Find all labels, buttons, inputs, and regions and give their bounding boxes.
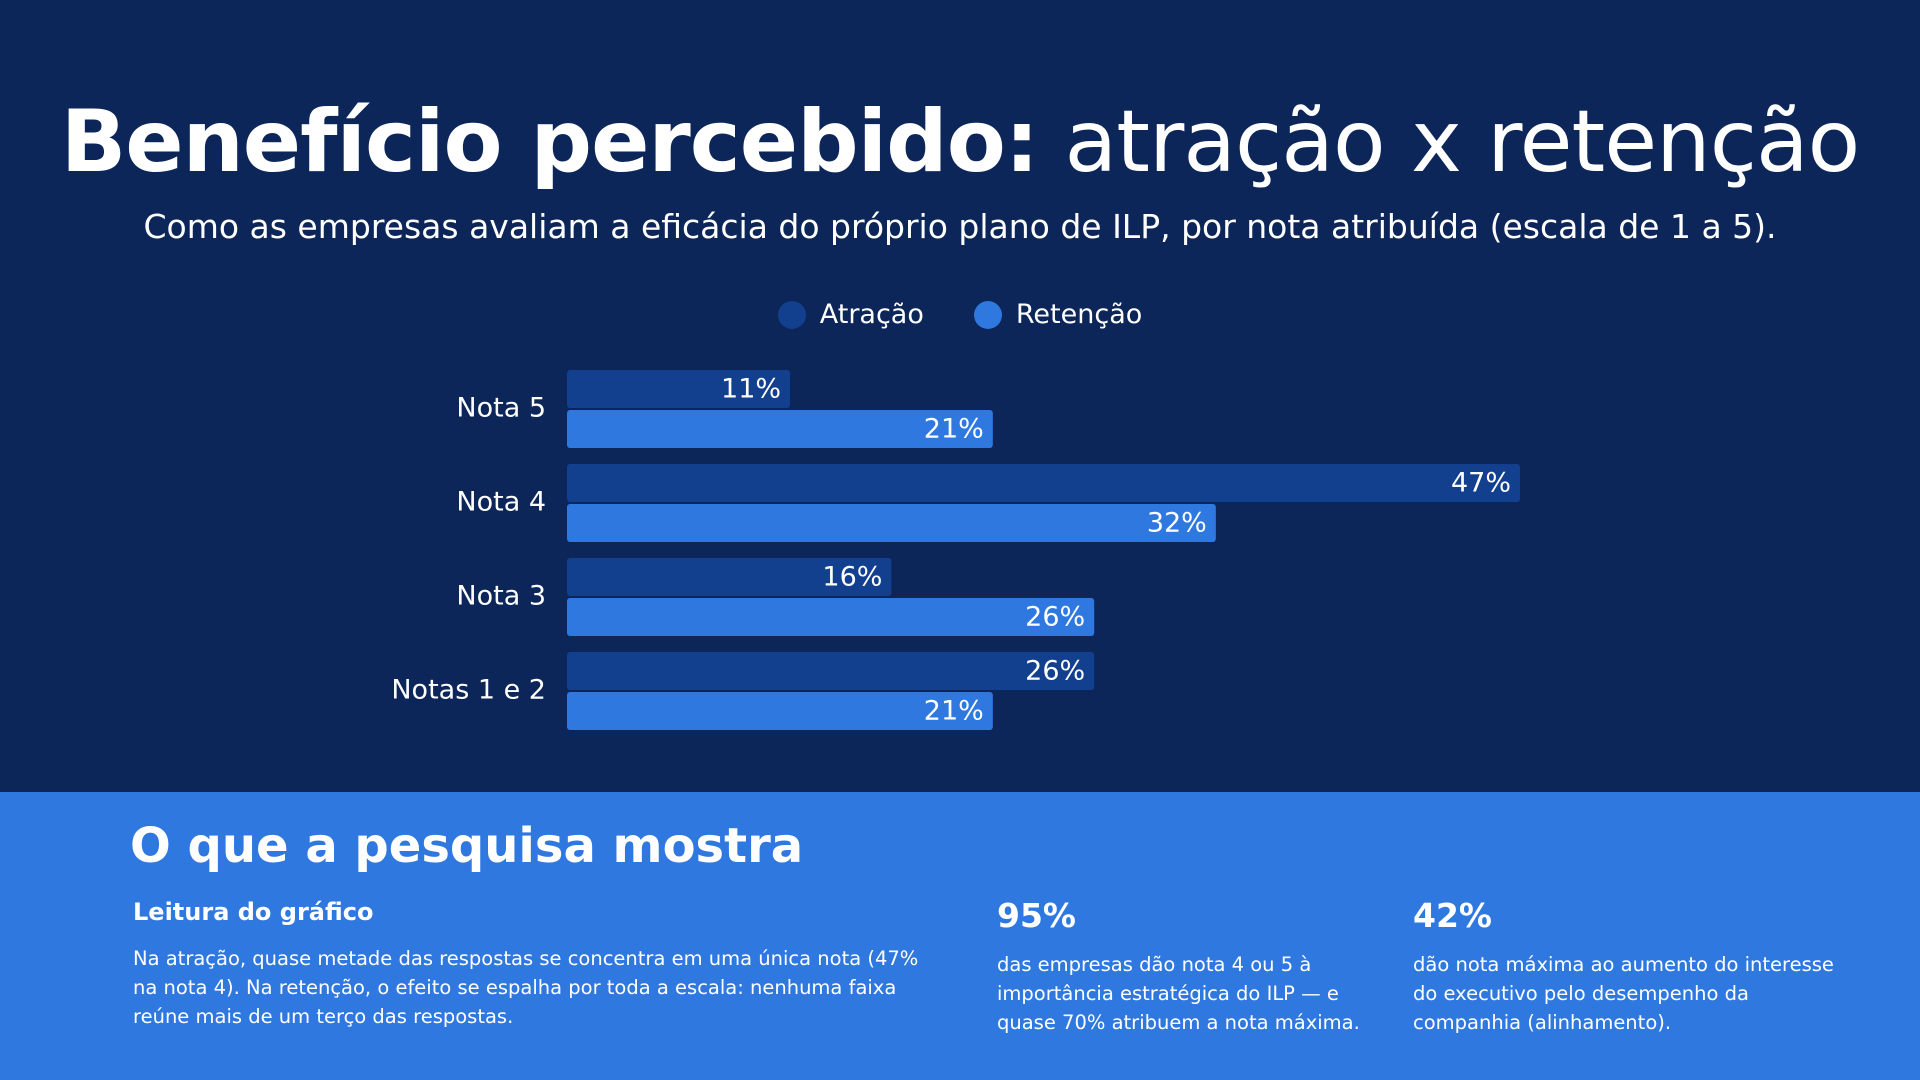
bar-value-label: 16% bbox=[822, 562, 882, 593]
legend-item-atracao: Atração bbox=[777, 299, 924, 330]
chart-legend: Atração Retenção bbox=[0, 299, 1920, 330]
category-label: Nota 4 bbox=[456, 487, 546, 518]
insights-panel: O que a pesquisa mostra Leitura do gráfi… bbox=[0, 792, 1920, 1080]
legend-item-retencao: Retenção bbox=[973, 299, 1143, 330]
category-label: Nota 5 bbox=[456, 393, 546, 424]
bar-value-label: 11% bbox=[721, 374, 781, 405]
reading-text: Na atração, quase metade das respostas s… bbox=[133, 947, 919, 1028]
legend-label-atracao: Atração bbox=[819, 299, 924, 330]
legend-dot-atracao bbox=[777, 300, 806, 329]
bar-value-label: 47% bbox=[1451, 468, 1511, 499]
bar-atracao bbox=[567, 464, 1520, 502]
stat-value: 95% bbox=[997, 896, 1076, 935]
stat-text: das empresas dão nota 4 ou 5 à importânc… bbox=[997, 953, 1360, 1034]
bar-value-label: 26% bbox=[1025, 656, 1085, 687]
stat-card: 42% dão nota máxima ao aumento do intere… bbox=[1413, 896, 1853, 1037]
bar-retencao bbox=[567, 692, 993, 730]
bar-retencao bbox=[567, 598, 1095, 636]
bar-chart: Nota 5 11% 21% Nota 4 47% 32% Nota 3 16% 26% Nota… bbox=[391, 370, 1520, 730]
page-title: Benefício percebido: atração x retenção bbox=[0, 92, 1920, 192]
stat-card: 95% das empresas dão nota 4 ou 5 à impor… bbox=[997, 896, 1397, 1037]
reading-title: Leitura do gráfico bbox=[133, 898, 374, 926]
bar-value-label: 21% bbox=[924, 696, 984, 727]
insights-title: O que a pesquisa mostra bbox=[130, 818, 804, 874]
stat-text: dão nota máxima ao aumento do interesse … bbox=[1413, 953, 1834, 1034]
stat-value: 42% bbox=[1413, 896, 1492, 935]
title-light: atração x retenção bbox=[1064, 92, 1861, 192]
page-subtitle: Como as empresas avaliam a eficácia do p… bbox=[143, 207, 1777, 246]
bar-value-label: 26% bbox=[1025, 602, 1085, 633]
category-label: Nota 3 bbox=[456, 581, 546, 612]
bar-atracao bbox=[567, 370, 791, 408]
legend-dot-retencao bbox=[973, 300, 1002, 329]
bar-value-label: 21% bbox=[924, 414, 984, 445]
bar-atracao bbox=[567, 558, 892, 596]
title-bold: Benefício percebido: bbox=[60, 92, 1039, 192]
bar-value-label: 32% bbox=[1147, 508, 1207, 539]
legend-label-retencao: Retenção bbox=[1015, 299, 1143, 330]
bar-retencao bbox=[567, 410, 993, 448]
chart-section: Benefício percebido: atração x retenção … bbox=[0, 92, 1920, 730]
bar-retencao bbox=[567, 504, 1216, 542]
category-label: Notas 1 e 2 bbox=[391, 675, 546, 706]
bar-atracao bbox=[567, 652, 1095, 690]
